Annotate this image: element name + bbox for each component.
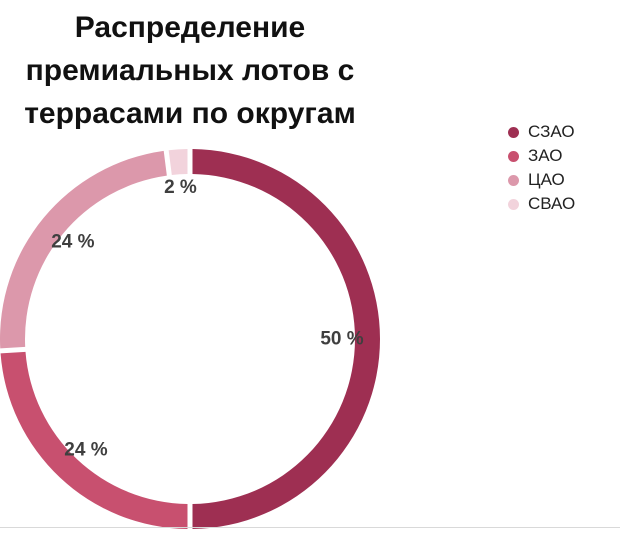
legend-swatch <box>508 150 519 162</box>
chart-title: Распределение премиальных лотов с террас… <box>24 11 356 130</box>
legend-swatch <box>508 198 519 210</box>
data-label-cao: 24 % <box>51 232 94 253</box>
legend-item-szao: СЗАО <box>508 120 575 144</box>
legend-label: ЦАО <box>528 170 565 189</box>
slice-svao <box>168 149 188 176</box>
data-label-svao: 2 % <box>164 177 197 198</box>
legend: СЗАО ЗАО ЦАО СВАО <box>508 120 575 216</box>
bottom-divider <box>0 527 620 528</box>
slice-cao <box>0 150 167 349</box>
legend-item-svao: СВАО <box>508 192 575 216</box>
legend-item-cao: ЦАО <box>508 168 575 192</box>
legend-label: ЗАО <box>528 146 563 165</box>
slice-szao <box>192 149 381 529</box>
data-label-zao: 24 % <box>64 439 107 460</box>
legend-label: СЗАО <box>528 122 575 141</box>
legend-label: СВАО <box>528 194 576 213</box>
legend-item-zao: ЗАО <box>508 144 575 168</box>
legend-swatch <box>508 126 519 138</box>
legend-swatch <box>508 174 519 186</box>
data-label-szao: 50 % <box>320 329 363 350</box>
slice-zao <box>0 351 188 529</box>
